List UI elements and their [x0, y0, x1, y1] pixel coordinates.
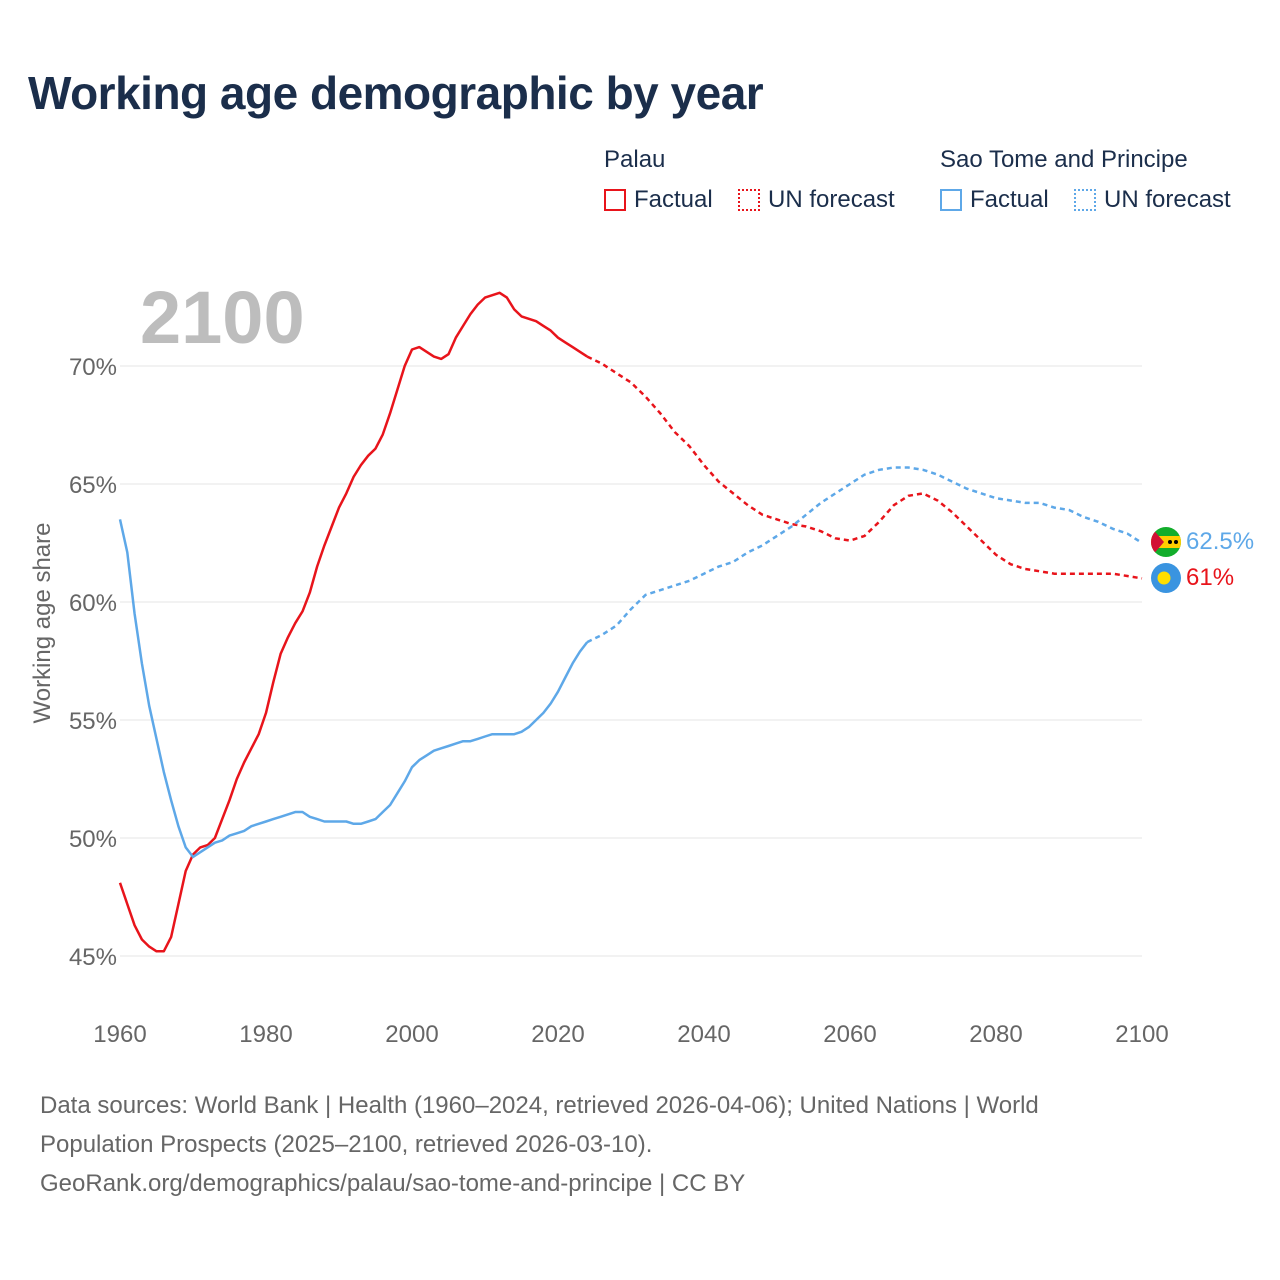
sao-tome-end-label: 62.5%: [1186, 528, 1254, 555]
y-tick-label: 60%: [69, 590, 117, 617]
x-tick-label: 2040: [677, 1021, 730, 1048]
legend-palau-forecast[interactable]: UN forecast: [738, 186, 895, 214]
series-line-sao-tome-and-principe-factual: [118, 519, 589, 859]
y-axis-label: Working age share: [29, 523, 56, 724]
y-tick-label: 65%: [69, 472, 117, 499]
legend-swatch-dotted: [1074, 189, 1096, 211]
x-tick-label: 1960: [93, 1021, 146, 1048]
y-tick-label: 55%: [69, 708, 117, 735]
legend-group-sao-tome-title: Sao Tome and Principe: [940, 146, 1188, 173]
legend-swatch-solid: [940, 189, 962, 211]
legend-label: Factual: [634, 186, 713, 213]
x-tick-label: 1980: [239, 1021, 292, 1048]
footer-line-3: GeoRank.org/demographics/palau/sao-tome-…: [40, 1170, 746, 1197]
legend-group-palau-title: Palau: [604, 146, 666, 173]
legend-palau-factual[interactable]: Factual: [604, 186, 713, 214]
legend-sao-tome-factual[interactable]: Factual: [940, 186, 1049, 214]
footer-sources: Data sources: World Bank | Health (1960–…: [40, 1086, 1220, 1203]
series-line-sao-tome-and-principe-forecast: [586, 466, 1143, 644]
y-tick-label: 70%: [69, 354, 117, 381]
legend-label: UN forecast: [768, 186, 895, 213]
x-tick-label: 2080: [969, 1021, 1022, 1048]
sao-tome-flag-icon: [1151, 527, 1181, 557]
line-chart: 45% 50% 55% 60% 65% 70% 1960 1980 2000 2020 2040 2…: [29, 276, 1254, 1048]
footer-line-1: Data sources: World Bank | Health (1960–…: [40, 1092, 1039, 1119]
legend-sao-tome-forecast[interactable]: UN forecast: [1074, 186, 1231, 214]
series-lines: [118, 291, 1143, 953]
x-tick-label: 2100: [1115, 1021, 1168, 1048]
gridlines: [120, 365, 1142, 957]
y-tick-label: 50%: [69, 826, 117, 853]
x-tick-label: 2020: [531, 1021, 584, 1048]
year-watermark: 2100: [140, 276, 305, 359]
series-line-palau-forecast: [586, 355, 1143, 580]
footer-line-2: Population Prospects (2025–2100, retriev…: [40, 1131, 653, 1158]
x-tick-label: 2060: [823, 1021, 876, 1048]
legend-swatch-solid: [604, 189, 626, 211]
chart-title: Working age demographic by year: [28, 67, 764, 119]
legend-swatch-dotted: [738, 189, 760, 211]
y-axis-ticks: 45% 50% 55% 60% 65% 70%: [69, 354, 117, 971]
legend-label: Factual: [970, 186, 1049, 213]
palau-flag-icon: [1151, 563, 1181, 593]
palau-end-label: 61%: [1186, 564, 1234, 591]
x-tick-label: 2000: [385, 1021, 438, 1048]
y-tick-label: 45%: [69, 944, 117, 971]
series-line-palau-factual: [118, 291, 588, 953]
legend-label: UN forecast: [1104, 186, 1231, 213]
x-axis-ticks: 1960 1980 2000 2020 2040 2060 2080 2100: [93, 1021, 1168, 1048]
